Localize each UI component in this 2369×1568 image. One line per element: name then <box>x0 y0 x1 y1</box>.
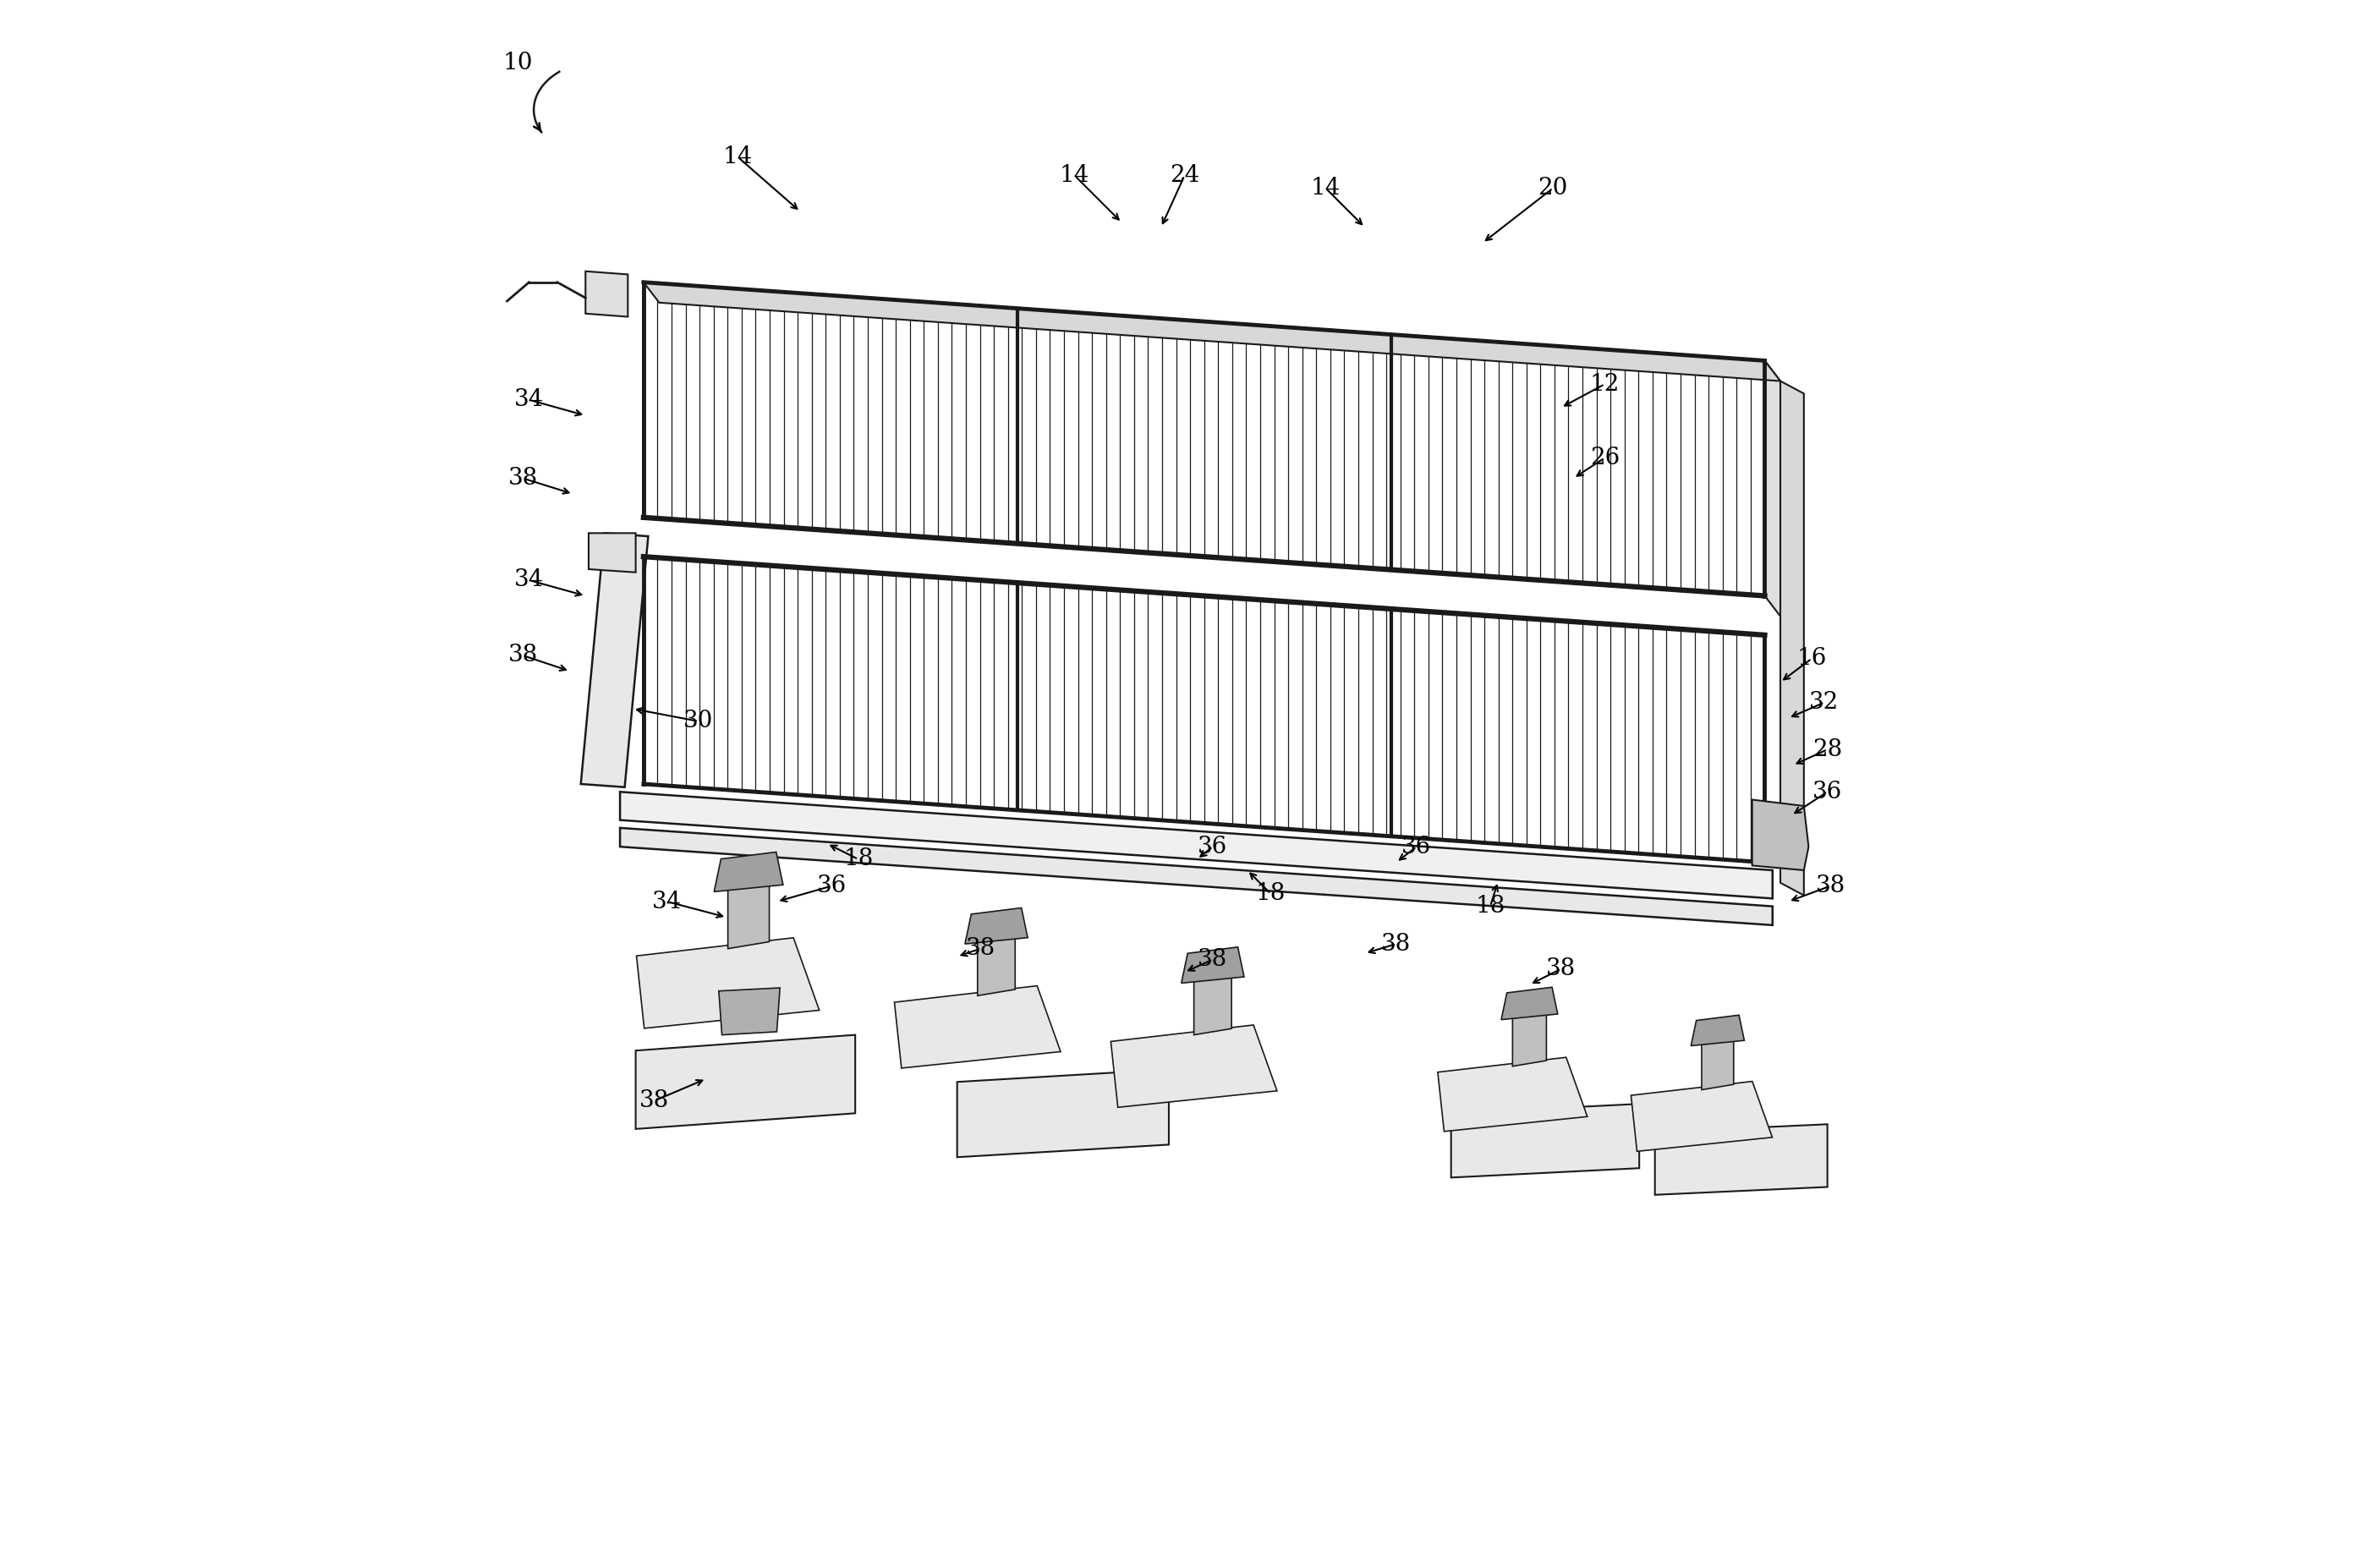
Polygon shape <box>1111 1025 1277 1107</box>
Polygon shape <box>644 282 1765 596</box>
Text: 36: 36 <box>1812 781 1843 803</box>
Polygon shape <box>1511 1013 1547 1066</box>
Text: 32: 32 <box>1810 691 1838 713</box>
Polygon shape <box>644 282 1781 381</box>
Text: 34: 34 <box>651 891 682 913</box>
Polygon shape <box>1194 975 1232 1035</box>
Text: 14: 14 <box>1310 177 1341 199</box>
Polygon shape <box>1701 1040 1734 1090</box>
Text: 16: 16 <box>1796 648 1826 670</box>
Polygon shape <box>1438 1057 1587 1132</box>
Polygon shape <box>1691 1014 1744 1046</box>
Text: 38: 38 <box>1815 875 1845 897</box>
Text: 30: 30 <box>682 710 713 732</box>
Polygon shape <box>585 271 628 317</box>
Polygon shape <box>713 851 784 892</box>
Polygon shape <box>1781 381 1803 895</box>
Text: 38: 38 <box>507 467 538 489</box>
Text: 18: 18 <box>1476 895 1504 917</box>
Polygon shape <box>621 792 1772 898</box>
Text: 12: 12 <box>1590 373 1620 395</box>
Polygon shape <box>1182 947 1244 983</box>
Text: 38: 38 <box>967 938 995 960</box>
Text: 34: 34 <box>514 569 545 591</box>
Text: 38: 38 <box>1199 949 1227 971</box>
Polygon shape <box>978 936 1016 996</box>
Polygon shape <box>895 986 1061 1068</box>
Text: 26: 26 <box>1590 447 1620 469</box>
Polygon shape <box>957 1069 1168 1157</box>
Text: 36: 36 <box>817 875 846 897</box>
Polygon shape <box>1502 988 1559 1019</box>
Text: 18: 18 <box>1256 883 1286 905</box>
Text: 34: 34 <box>514 389 545 411</box>
Polygon shape <box>1656 1124 1826 1195</box>
Polygon shape <box>621 828 1772 925</box>
Text: 38: 38 <box>640 1090 670 1112</box>
Text: 14: 14 <box>723 146 753 168</box>
Polygon shape <box>637 938 820 1029</box>
Polygon shape <box>727 883 770 949</box>
Polygon shape <box>718 988 779 1035</box>
Text: 14: 14 <box>1059 165 1090 187</box>
Polygon shape <box>588 533 635 572</box>
Text: 20: 20 <box>1537 177 1568 199</box>
Polygon shape <box>635 1035 855 1129</box>
Polygon shape <box>580 533 649 787</box>
Text: 24: 24 <box>1170 165 1199 187</box>
Text: 36: 36 <box>1402 836 1431 858</box>
Polygon shape <box>1765 361 1781 616</box>
Text: 38: 38 <box>1547 958 1575 980</box>
Polygon shape <box>1753 800 1808 870</box>
Text: 10: 10 <box>502 52 533 74</box>
Text: 38: 38 <box>507 644 538 666</box>
Text: 38: 38 <box>1381 933 1412 955</box>
Text: 28: 28 <box>1812 739 1843 760</box>
Polygon shape <box>644 557 1765 862</box>
Text: 36: 36 <box>1199 836 1227 858</box>
Polygon shape <box>964 908 1028 944</box>
Polygon shape <box>1630 1082 1772 1151</box>
Polygon shape <box>1452 1104 1639 1178</box>
Text: 18: 18 <box>843 848 874 870</box>
